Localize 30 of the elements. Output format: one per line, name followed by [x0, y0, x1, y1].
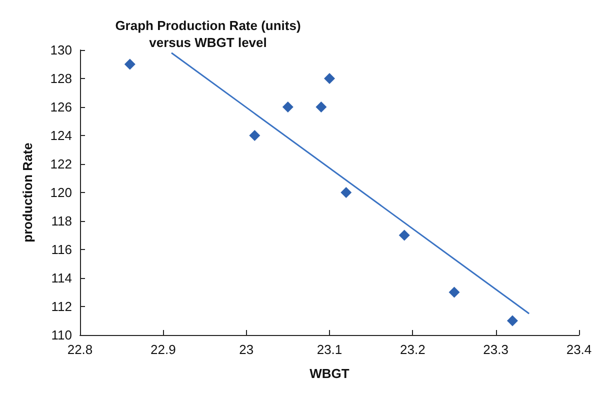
point [282, 102, 294, 112]
y-tick-label: 128 [50, 71, 72, 86]
y-tick-label: 110 [51, 328, 72, 342]
x-tick-label: 22.8 [67, 342, 93, 357]
y-tick-label: 112 [51, 299, 72, 314]
y-tick-label: 118 [51, 214, 72, 228]
chart-title: Graph Production Rate (units) versus WBGT level [115, 18, 301, 50]
y-tick-label: 126 [50, 100, 72, 114]
x-axis-title: WBGT [310, 366, 350, 381]
x-tick-label: 23.2 [400, 342, 426, 357]
y-axis-title: production Rate [20, 142, 35, 242]
point [340, 187, 352, 198]
point [324, 73, 335, 84]
y-tick-label: 130 [50, 42, 72, 58]
x-tick-label: 22.9 [150, 342, 176, 357]
point [506, 315, 518, 326]
y-tick-label: 116 [51, 242, 72, 257]
y-tick-label: 114 [51, 270, 72, 286]
point [316, 102, 327, 112]
x-tick-label: 23.1 [316, 342, 342, 357]
point [249, 130, 260, 141]
y-tick-label: 124 [50, 128, 72, 143]
x-tick-label: 23.4 [566, 342, 592, 357]
y-tick-label: 122 [50, 156, 72, 172]
point [124, 58, 136, 70]
x-tick-label: 23 [239, 342, 254, 357]
x-tick-label: 23.3 [483, 342, 508, 357]
point [398, 230, 410, 241]
point [448, 286, 460, 298]
y-tick-label: 120 [50, 185, 72, 200]
